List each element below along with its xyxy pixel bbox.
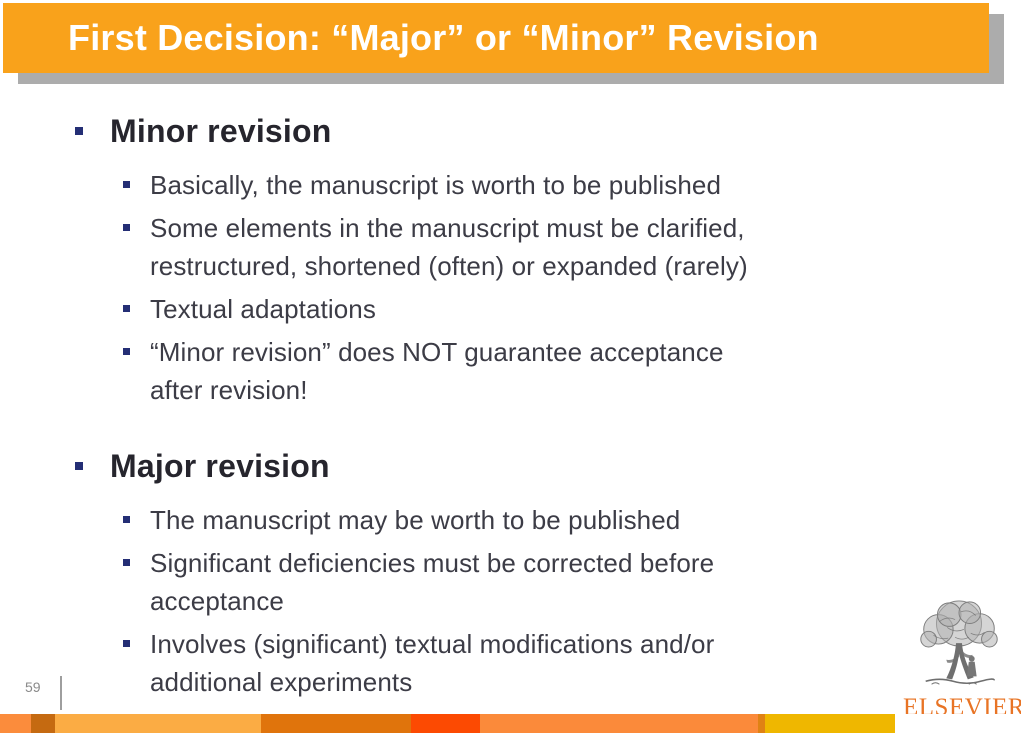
bullet-square-icon: [123, 305, 130, 312]
section-heading: Major revision: [110, 448, 330, 484]
page-title: First Decision: “Major” or “Minor” Revis…: [68, 17, 819, 58]
list-item-text: Basically, the manuscript is worth to be…: [150, 170, 722, 200]
bullet-square-icon: [123, 224, 130, 231]
elsevier-tree-icon: [920, 600, 998, 685]
list-item-text: Some elements in the manuscript must be …: [150, 213, 748, 281]
list-item: “Minor revision” does NOT guarantee acce…: [123, 333, 775, 409]
list-item-text: Significant deficiencies must be correct…: [150, 548, 715, 616]
bar-segment: [480, 714, 758, 733]
bullet-list: Basically, the manuscript is worth to be…: [123, 166, 775, 409]
heading-row: Major revision: [75, 447, 775, 485]
bullet-square-icon: [123, 640, 130, 647]
list-item-text: Involves (significant) textual modificat…: [150, 629, 715, 697]
bullet-square-icon: [123, 559, 130, 566]
bullet-square-icon: [75, 462, 83, 470]
bullet-square-icon: [123, 181, 130, 188]
list-item: Textual adaptations: [123, 290, 775, 328]
list-item: Basically, the manuscript is worth to be…: [123, 166, 775, 204]
elsevier-logo: ELSEVIER: [903, 598, 1021, 722]
bar-segment: [31, 714, 55, 733]
bullet-list: The manuscript may be worth to be publis…: [123, 501, 775, 701]
page-number: 59: [25, 679, 41, 695]
slide-body: Minor revision Basically, the manuscript…: [75, 112, 775, 706]
list-item: The manuscript may be worth to be publis…: [123, 501, 775, 539]
bar-segment: [765, 714, 895, 733]
section-heading: Minor revision: [110, 113, 332, 149]
list-item-text: Textual adaptations: [150, 294, 376, 324]
bar-segment: [261, 714, 411, 733]
list-item: Significant deficiencies must be correct…: [123, 544, 775, 620]
list-item: Some elements in the manuscript must be …: [123, 209, 775, 285]
bar-segment: [411, 714, 480, 733]
bar-segment: [55, 714, 261, 733]
bar-segment: [758, 714, 765, 733]
list-item-text: “Minor revision” does NOT guarantee acce…: [150, 337, 724, 405]
bullet-square-icon: [123, 348, 130, 355]
section-major-revision: Major revision The manuscript may be wor…: [75, 447, 775, 701]
bar-segment: [0, 714, 31, 733]
footer-divider-line: [60, 676, 62, 710]
title-banner: First Decision: “Major” or “Minor” Revis…: [3, 3, 989, 73]
list-item: Involves (significant) textual modificat…: [123, 625, 775, 701]
section-minor-revision: Minor revision Basically, the manuscript…: [75, 112, 775, 409]
bottom-accent-bar: [0, 714, 1021, 733]
bullet-square-icon: [75, 127, 83, 135]
bullet-square-icon: [123, 516, 130, 523]
list-item-text: The manuscript may be worth to be publis…: [150, 505, 681, 535]
heading-row: Minor revision: [75, 112, 775, 150]
